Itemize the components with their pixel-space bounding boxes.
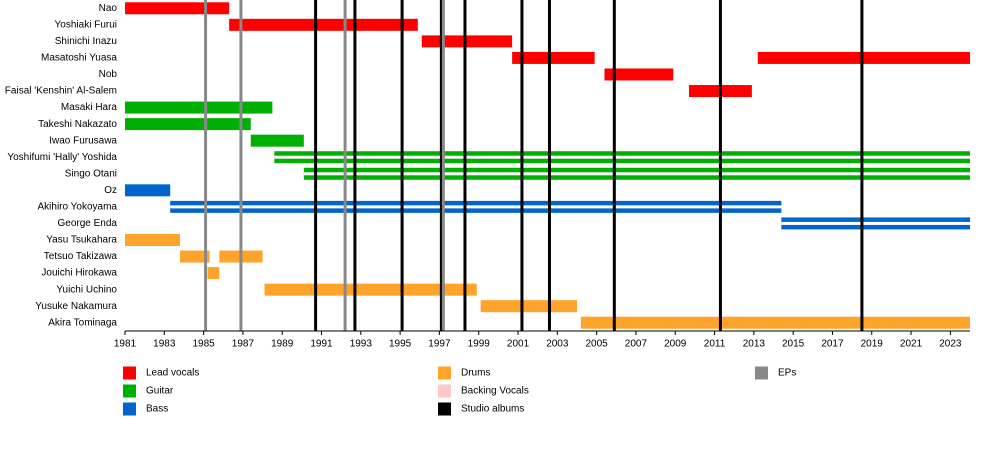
member-label: Yasu Tsukahara [46, 235, 117, 246]
member-bar [125, 118, 251, 131]
member-label: Yuichi Uchino [56, 284, 117, 295]
bar-stripe [274, 155, 970, 159]
x-tick-label: 2019 [861, 339, 884, 350]
legend-swatch [123, 402, 136, 416]
x-tick-label: 1993 [350, 339, 373, 350]
x-tick-label: 2007 [625, 339, 648, 350]
x-tick-label: 2015 [782, 339, 805, 350]
bar-stripe [781, 221, 970, 225]
bar-stripe [303, 172, 971, 176]
legend-label: Lead vocals [146, 368, 199, 379]
x-tick-label: 1997 [428, 339, 451, 350]
member-bar [421, 35, 513, 48]
x-tick-label: 2001 [507, 339, 530, 350]
member-label: Singo Otani [65, 168, 117, 179]
member-bar [480, 300, 577, 313]
member-label: Yusuke Nakamura [35, 301, 117, 312]
x-tick-label: 2023 [939, 339, 962, 350]
bar-stripe [170, 205, 782, 209]
x-tick-label: 1991 [310, 339, 333, 350]
member-label: Akihiro Yokoyama [38, 202, 118, 213]
legend-swatch [123, 366, 136, 380]
x-tick-label: 1995 [389, 339, 412, 350]
member-bar [125, 233, 181, 246]
member-bar [229, 18, 418, 31]
x-tick-label: 2009 [664, 339, 687, 350]
member-label: Iwao Furusawa [49, 135, 117, 146]
x-tick-label: 1983 [153, 339, 176, 350]
member-bar [264, 283, 477, 296]
member-label: Tetsuo Takizawa [44, 251, 118, 262]
member-bar [180, 250, 210, 263]
member-bar [580, 316, 970, 329]
legend-label: Backing Vocals [461, 386, 529, 397]
legend-swatch [438, 402, 451, 416]
legend-swatch [755, 366, 768, 380]
member-bar [125, 101, 273, 114]
member-bar [125, 2, 230, 15]
member-label: Akira Tominaga [48, 317, 117, 328]
x-tick-label: 2017 [821, 339, 844, 350]
x-tick-label: 1999 [468, 339, 491, 350]
member-label: Nao [99, 3, 118, 14]
legend-label: Drums [461, 368, 490, 379]
legend-swatch [438, 384, 451, 398]
x-tick-label: 2013 [743, 339, 766, 350]
legend-label: EPs [778, 368, 796, 379]
legend-label: Studio albums [461, 404, 524, 415]
legend-swatch [438, 366, 451, 380]
member-label: Yoshifumi 'Hally' Yoshida [7, 152, 117, 163]
x-tick-label: 2003 [546, 339, 569, 350]
member-label: Masatoshi Yuasa [41, 53, 117, 64]
x-tick-label: 1981 [114, 339, 137, 350]
legend-label: Bass [146, 404, 168, 415]
x-tick-label: 2021 [900, 339, 923, 350]
member-label: Jouichi Hirokawa [41, 268, 117, 279]
member-label: Nob [99, 69, 118, 80]
x-tick-label: 1987 [232, 339, 255, 350]
member-bar [207, 267, 220, 280]
x-tick-label: 1985 [192, 339, 215, 350]
legend-swatch [123, 384, 136, 398]
member-label: Faisal 'Kenshin' Al-Salem [5, 86, 117, 97]
member-bar [604, 68, 674, 81]
legend-label: Guitar [146, 386, 174, 397]
x-tick-label: 1989 [271, 339, 294, 350]
member-bar [757, 51, 970, 64]
member-bar [512, 51, 595, 64]
member-label: Yoshiaki Furui [55, 19, 117, 30]
x-tick-label: 2011 [704, 339, 726, 350]
member-bar [250, 134, 304, 147]
member-label: Takeshi Nakazato [38, 119, 117, 130]
member-bar [125, 184, 171, 197]
member-label: Oz [104, 185, 117, 196]
x-tick-label: 2005 [586, 339, 609, 350]
member-label: George Enda [58, 218, 118, 229]
member-label: Masaki Hara [61, 102, 118, 113]
member-label: Shinichi Inazu [55, 36, 117, 47]
